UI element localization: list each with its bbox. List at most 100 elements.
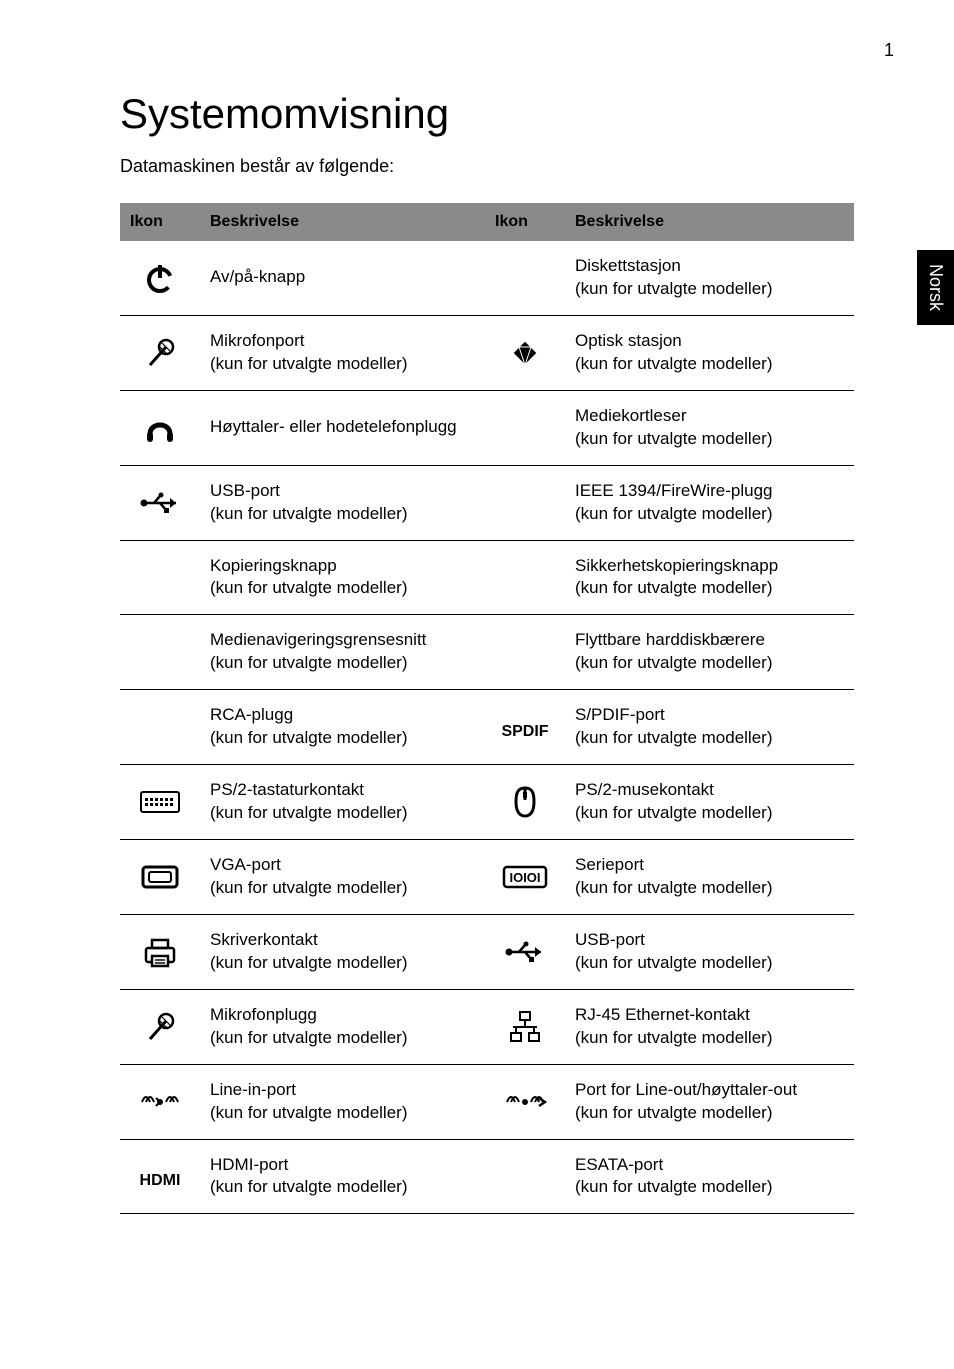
page-subtitle: Datamaskinen består av følgende: xyxy=(120,156,854,177)
desc-subtext: (kun for utvalgte modeller) xyxy=(575,503,844,526)
usb-icon xyxy=(120,465,200,540)
table-row: Høyttaler- eller hodetelefonplugg Medieko… xyxy=(120,390,854,465)
description-cell: Kopieringsknapp (kun for utvalgte modelle… xyxy=(200,540,485,615)
vga-icon xyxy=(120,840,200,915)
desc-subtext: (kun for utvalgte modeller) xyxy=(210,503,475,526)
description-cell: USB-port (kun for utvalgte modeller) xyxy=(565,914,854,989)
description-cell: Flyttbare harddiskbærere(kun for utvalgt… xyxy=(565,615,854,690)
desc-text: Skriverkontakt xyxy=(210,930,318,949)
table-row: Medienavigeringsgrensesnitt(kun for utva… xyxy=(120,615,854,690)
desc-text: Serieport xyxy=(575,855,644,874)
empty-icon xyxy=(120,615,200,690)
keyboard-icon xyxy=(120,765,200,840)
description-cell: Sikkerhetskopieringsknapp(kun for utvalg… xyxy=(565,540,854,615)
desc-text: HDMI-port xyxy=(210,1155,288,1174)
desc-subtext: (kun for utvalgte modeller) xyxy=(575,877,844,900)
desc-subtext: (kun for utvalgte modeller) xyxy=(575,428,844,451)
mouse-icon xyxy=(485,765,565,840)
desc-text: RCA-plugg xyxy=(210,705,293,724)
table-header-desc2: Beskrivelse xyxy=(565,203,854,241)
desc-subtext: (kun for utvalgte modeller) xyxy=(575,952,844,975)
desc-subtext: (kun for utvalgte modeller) xyxy=(210,1027,475,1050)
empty-icon xyxy=(485,540,565,615)
table-row: RCA-plugg (kun for utvalgte modeller) SPDI… xyxy=(120,690,854,765)
desc-subtext: (kun for utvalgte modeller) xyxy=(575,802,844,825)
description-cell: Port for Line-out/høyttaler-out (kun for … xyxy=(565,1064,854,1139)
ethernet-icon xyxy=(485,989,565,1064)
desc-subtext: (kun for utvalgte modeller) xyxy=(575,1027,844,1050)
desc-subtext: (kun for utvalgte modeller) xyxy=(210,1176,475,1199)
desc-text: Diskettstasjon xyxy=(575,256,681,275)
svg-text:IOIOI: IOIOI xyxy=(509,870,540,885)
description-cell: Av/på-knapp xyxy=(200,241,485,315)
desc-subtext: (kun for utvalgte modeller) xyxy=(210,727,475,750)
serial-icon: IOIOI xyxy=(485,840,565,915)
desc-text: Høyttaler- eller hodetelefonplugg xyxy=(210,417,457,436)
spdif-text: SPDIF xyxy=(485,690,565,765)
hdmi-text: HDMI xyxy=(120,1139,200,1214)
desc-text: USB-port xyxy=(210,481,280,500)
description-cell: USB-port (kun for utvalgte modeller) xyxy=(200,465,485,540)
desc-subtext: (kun for utvalgte modeller) xyxy=(210,802,475,825)
description-cell: ESATA-port(kun for utvalgte modeller) xyxy=(565,1139,854,1214)
desc-text: VGA-port xyxy=(210,855,281,874)
description-cell: Mikrofonport(kun for utvalgte modeller) xyxy=(200,315,485,390)
language-side-tab: Norsk xyxy=(917,250,954,325)
empty-icon xyxy=(485,390,565,465)
desc-text: Port for Line-out/høyttaler-out xyxy=(575,1080,797,1099)
table-header-desc1: Beskrivelse xyxy=(200,203,485,241)
diamond-icon xyxy=(485,315,565,390)
desc-text: Flyttbare harddiskbærere xyxy=(575,630,765,649)
page-content: Systemomvisning Datamaskinen består av f… xyxy=(0,0,954,1254)
desc-subtext: (kun for utvalgte modeller) xyxy=(575,727,844,750)
table-row: Mikrofonport(kun for utvalgte modeller) O… xyxy=(120,315,854,390)
microphone-icon xyxy=(120,315,200,390)
desc-text: Sikkerhetskopieringsknapp xyxy=(575,556,778,575)
empty-icon xyxy=(485,241,565,315)
usb-icon xyxy=(485,914,565,989)
desc-text: PS/2-musekontakt xyxy=(575,780,714,799)
description-cell: Mikrofonplugg(kun for utvalgte modeller) xyxy=(200,989,485,1064)
desc-text: S/PDIF-port xyxy=(575,705,665,724)
desc-subtext: (kun for utvalgte modeller) xyxy=(575,1102,844,1125)
desc-text: Av/på-knapp xyxy=(210,267,305,286)
empty-icon xyxy=(485,465,565,540)
description-cell: Skriverkontakt(kun for utvalgte modeller… xyxy=(200,914,485,989)
empty-icon xyxy=(120,690,200,765)
desc-text: Mediekortleser xyxy=(575,406,687,425)
table-row: Skriverkontakt (kun for utvalgte modeller… xyxy=(120,914,854,989)
empty-icon xyxy=(120,540,200,615)
ports-table: Ikon Beskrivelse Ikon Beskrivelse Av/på-… xyxy=(120,203,854,1214)
table-header-icon2: Ikon xyxy=(485,203,565,241)
desc-subtext: (kun for utvalgte modeller) xyxy=(575,1176,844,1199)
desc-text: Optisk stasjon xyxy=(575,331,682,350)
desc-text: RJ-45 Ethernet-kontakt xyxy=(575,1005,750,1024)
description-cell: IEEE 1394/FireWire-plugg (kun for utvalgt… xyxy=(565,465,854,540)
table-row: USB-port(kun for utvalgte modeller)IEEE … xyxy=(120,465,854,540)
desc-text: IEEE 1394/FireWire-plugg xyxy=(575,481,772,500)
desc-text: Kopieringsknapp xyxy=(210,556,337,575)
table-row: Line-in-port(kun for utvalgte modeller) P… xyxy=(120,1064,854,1139)
table-header-icon1: Ikon xyxy=(120,203,200,241)
power-icon xyxy=(120,241,200,315)
table-row: Kopieringsknapp (kun for utvalgte modelle… xyxy=(120,540,854,615)
desc-subtext: (kun for utvalgte modeller) xyxy=(210,877,475,900)
line-out-icon xyxy=(485,1064,565,1139)
description-cell: HDMI-port (kun for utvalgte modeller) xyxy=(200,1139,485,1214)
description-cell: PS/2-tastaturkontakt(kun for utvalgte mo… xyxy=(200,765,485,840)
description-cell: S/PDIF-port (kun for utvalgte modeller) xyxy=(565,690,854,765)
description-cell: Medienavigeringsgrensesnitt(kun for utva… xyxy=(200,615,485,690)
empty-icon xyxy=(485,1139,565,1214)
headphones-icon xyxy=(120,390,200,465)
description-cell: RCA-plugg (kun for utvalgte modeller) xyxy=(200,690,485,765)
printer-icon xyxy=(120,914,200,989)
table-row: PS/2-tastaturkontakt(kun for utvalgte mo… xyxy=(120,765,854,840)
description-cell: Diskettstasjon(kun for utvalgte modeller… xyxy=(565,241,854,315)
description-cell: Line-in-port(kun for utvalgte modeller) xyxy=(200,1064,485,1139)
desc-text: USB-port xyxy=(575,930,645,949)
desc-subtext: (kun for utvalgte modeller) xyxy=(210,353,475,376)
desc-subtext: (kun for utvalgte modeller) xyxy=(210,577,475,600)
desc-subtext: (kun for utvalgte modeller) xyxy=(210,652,475,675)
table-row: Av/på-knapp Diskettstasjon(kun for utvalg… xyxy=(120,241,854,315)
description-cell: Høyttaler- eller hodetelefonplugg xyxy=(200,390,485,465)
